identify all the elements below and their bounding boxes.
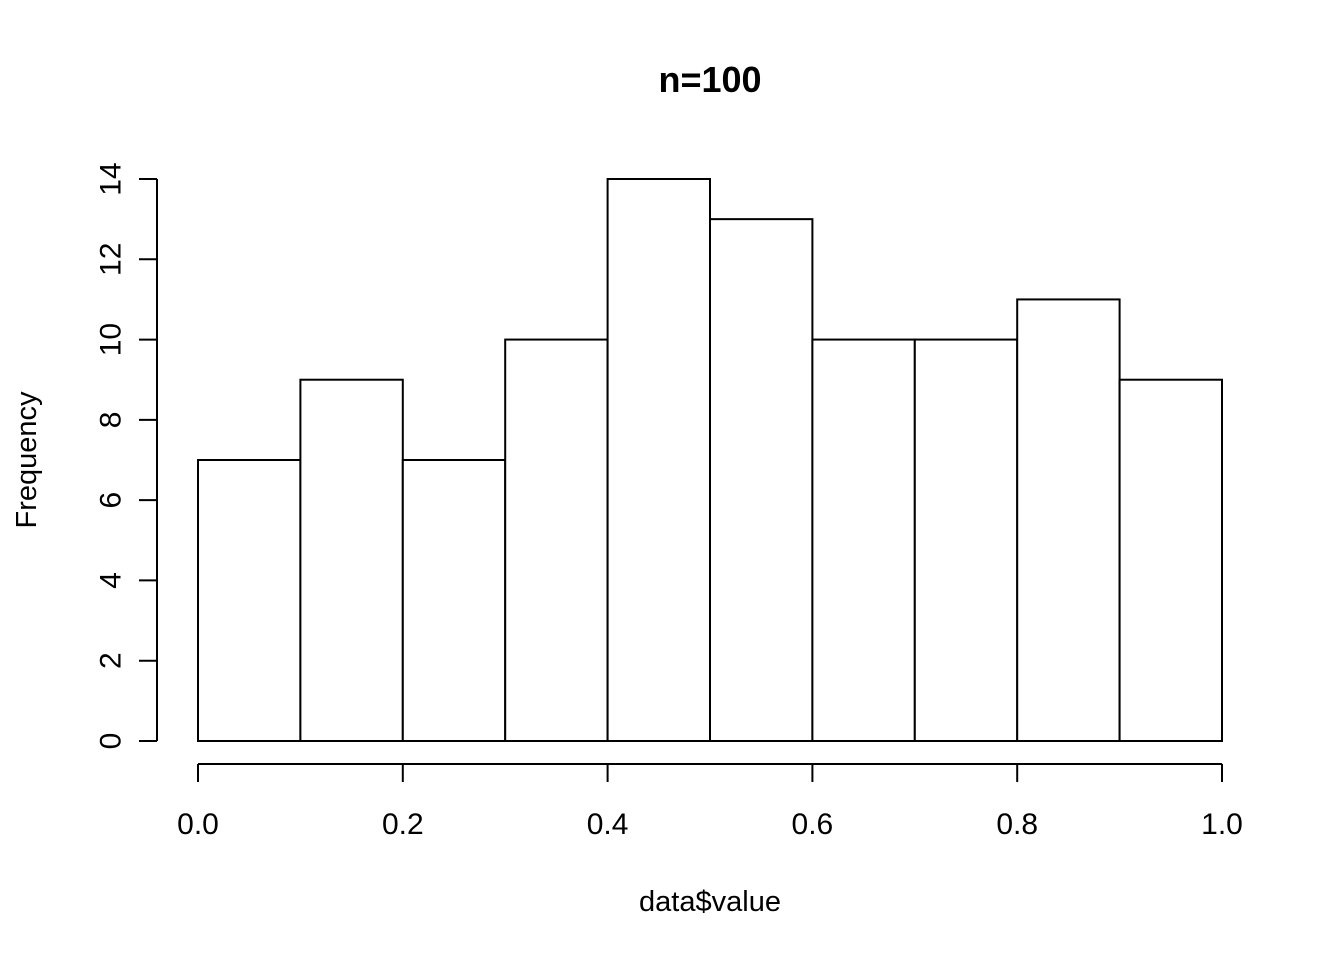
histogram-bar-4 xyxy=(606,178,711,742)
x-tick-label-4: 0.8 xyxy=(996,808,1038,841)
x-axis: 0.0 0.2 0.4 0.6 0.8 1.0 xyxy=(177,763,1243,841)
histogram-bar-1 xyxy=(299,378,404,742)
y-axis-title: Frequency xyxy=(11,391,43,529)
y-tick-label-5: 10 xyxy=(95,323,128,356)
histogram-bar-2 xyxy=(401,459,507,742)
x-tick-label-0: 0.0 xyxy=(177,808,219,841)
y-tick-label-0: 0 xyxy=(95,733,128,750)
y-tick-label-2: 4 xyxy=(95,572,128,589)
y-tick-label-6: 12 xyxy=(95,243,128,276)
x-tick-label-2: 0.4 xyxy=(587,808,629,841)
x-tick-label-5: 1.0 xyxy=(1201,808,1243,841)
y-tick-label-3: 6 xyxy=(95,492,128,509)
x-tick-label-1: 0.2 xyxy=(382,808,424,841)
x-axis-title: data$value xyxy=(639,886,781,918)
histogram-bar-5 xyxy=(709,218,814,742)
histogram-bar-0 xyxy=(197,459,302,742)
x-tick-label-3: 0.6 xyxy=(792,808,834,841)
histogram-bar-8 xyxy=(1016,298,1121,742)
y-tick-label-4: 8 xyxy=(95,412,128,429)
histogram-bar-3 xyxy=(504,338,609,742)
histogram-bar-6 xyxy=(811,338,916,742)
histogram-bar-7 xyxy=(913,338,1019,742)
bars-group xyxy=(197,178,1223,742)
y-tick-label-1: 2 xyxy=(95,652,128,669)
chart-title: n=100 xyxy=(658,59,761,100)
y-axis: 0 2 4 6 8 10 12 14 xyxy=(95,162,158,749)
y-tick-label-7: 14 xyxy=(95,162,128,195)
histogram-bar-9 xyxy=(1118,378,1223,742)
